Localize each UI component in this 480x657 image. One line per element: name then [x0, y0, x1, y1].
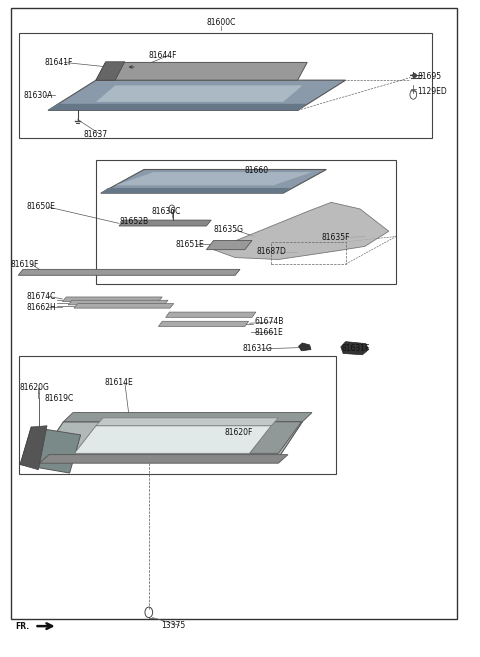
Polygon shape	[63, 413, 312, 422]
Text: 81631G: 81631G	[242, 344, 272, 353]
Polygon shape	[48, 104, 307, 110]
Polygon shape	[115, 172, 312, 185]
Text: 81635F: 81635F	[322, 233, 350, 242]
Polygon shape	[166, 312, 256, 317]
Bar	[19, 33, 432, 138]
Text: 81650E: 81650E	[26, 202, 55, 212]
Polygon shape	[158, 321, 249, 327]
Text: 81620G: 81620G	[19, 383, 49, 392]
Polygon shape	[96, 62, 307, 80]
Text: 81637: 81637	[84, 129, 108, 139]
Polygon shape	[74, 426, 271, 453]
Text: 81687D: 81687D	[257, 247, 287, 256]
Text: 81631F: 81631F	[342, 344, 370, 353]
Polygon shape	[101, 170, 326, 193]
Polygon shape	[39, 422, 302, 458]
Text: 13375: 13375	[161, 621, 186, 630]
Polygon shape	[96, 418, 278, 426]
Polygon shape	[206, 240, 252, 250]
Polygon shape	[20, 427, 81, 473]
Text: 81636C: 81636C	[151, 207, 180, 216]
Polygon shape	[341, 342, 369, 355]
Polygon shape	[20, 426, 47, 470]
Polygon shape	[39, 455, 288, 463]
Text: FR.: FR.	[15, 622, 29, 631]
Bar	[19, 356, 336, 474]
Polygon shape	[68, 300, 168, 305]
Text: 81620F: 81620F	[225, 428, 253, 437]
Text: 81674C: 81674C	[26, 292, 56, 301]
Text: 81635G: 81635G	[214, 225, 243, 235]
Text: 81651E: 81651E	[175, 240, 204, 249]
Polygon shape	[96, 85, 302, 102]
Polygon shape	[62, 297, 162, 302]
Text: 81660: 81660	[245, 166, 269, 175]
Text: 1129ED: 1129ED	[418, 87, 447, 97]
Text: 81641F: 81641F	[44, 58, 72, 67]
Text: 81644F: 81644F	[149, 51, 177, 60]
Polygon shape	[96, 62, 125, 80]
Text: 81600C: 81600C	[206, 18, 236, 27]
Polygon shape	[101, 188, 290, 193]
Polygon shape	[299, 343, 311, 351]
Polygon shape	[119, 220, 211, 226]
Text: 81652B: 81652B	[119, 217, 148, 226]
Text: 81662H: 81662H	[26, 303, 56, 312]
Text: 81630A: 81630A	[24, 91, 53, 100]
Text: 81695: 81695	[418, 72, 442, 81]
Polygon shape	[214, 202, 389, 260]
Bar	[96, 160, 396, 284]
Polygon shape	[48, 80, 346, 110]
Polygon shape	[74, 304, 174, 308]
Text: 81619C: 81619C	[44, 394, 73, 403]
Text: 81661E: 81661E	[254, 328, 283, 337]
Text: 81614E: 81614E	[105, 378, 133, 387]
Text: 61674B: 61674B	[254, 317, 284, 327]
Polygon shape	[18, 269, 240, 275]
Text: 81619F: 81619F	[11, 260, 39, 269]
Polygon shape	[250, 422, 301, 453]
